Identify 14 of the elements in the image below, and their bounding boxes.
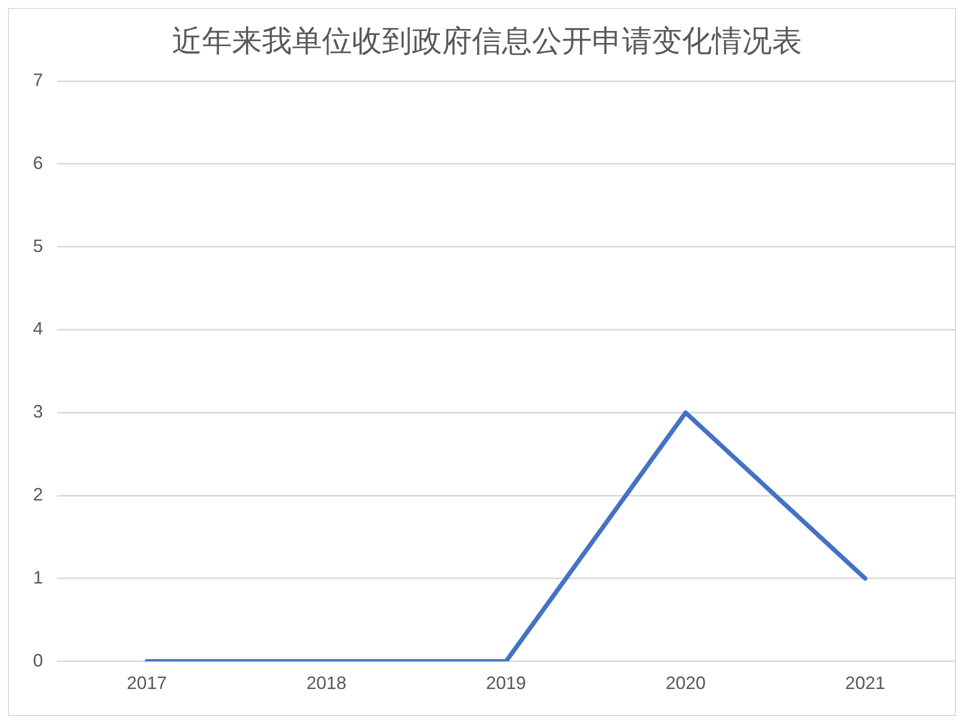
y-tick-label: 2 [32,484,44,505]
y-tick-label: 0 [32,650,44,670]
x-tick-label: 2019 [486,673,526,694]
y-tick-label: 3 [32,402,44,422]
x-tick-label: 2020 [666,673,706,694]
y-tick-label: 1 [32,567,44,588]
x-tick-label: 2018 [306,673,346,694]
y-tick-label: 5 [32,236,44,256]
chart-title: 近年来我单位收到政府信息公开申请变化情况表 [172,24,802,59]
x-tick-label: 2021 [845,673,886,694]
x-tick-label: 2017 [126,673,167,694]
y-tick-label: 4 [32,318,44,339]
y-tick-label: 7 [32,70,44,90]
y-tick-label: 6 [32,152,44,173]
